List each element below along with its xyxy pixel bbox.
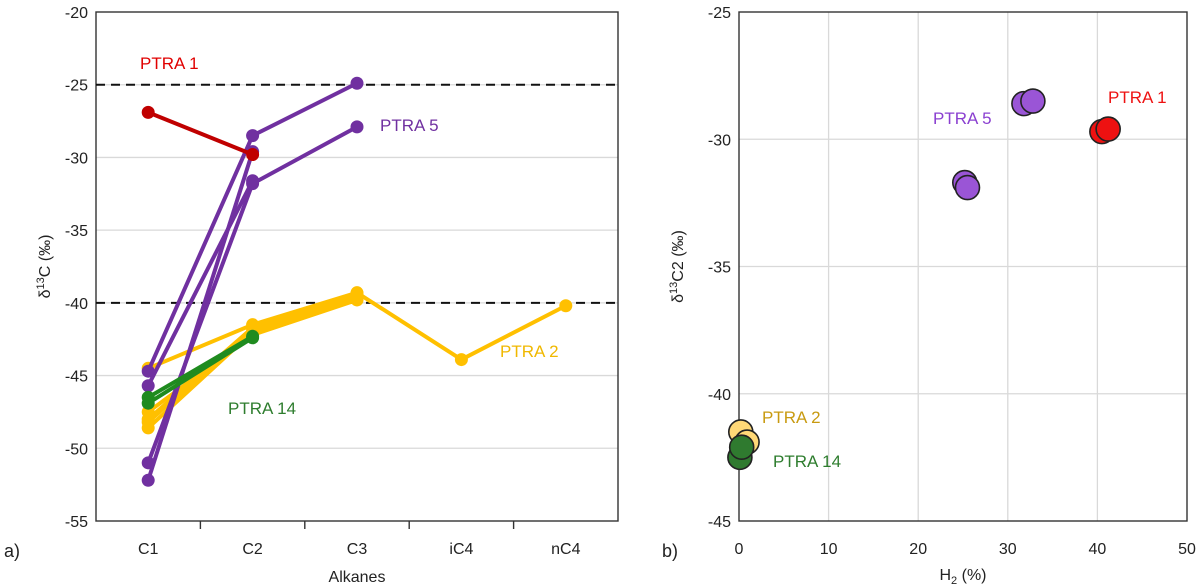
x-axis-label: H2 (%) bbox=[939, 567, 986, 585]
y-tick-label: -25 bbox=[65, 78, 88, 95]
x-tick-label: 50 bbox=[1178, 541, 1196, 558]
y-tick-label: -20 bbox=[65, 5, 88, 22]
plot-frame bbox=[95, 11, 619, 522]
x-tick-label: 30 bbox=[999, 541, 1017, 558]
data-point-ptra-5 bbox=[141, 473, 155, 487]
y-tick-label: -50 bbox=[65, 441, 88, 458]
x-tick-label: 0 bbox=[735, 541, 744, 558]
y-tick-label: -40 bbox=[708, 387, 731, 404]
series-annotation: PTRA 2 bbox=[762, 408, 821, 427]
series-line-ptra-14 bbox=[147, 336, 254, 405]
data-point-ptra-14 bbox=[246, 331, 260, 345]
x-tick-label: iC4 bbox=[449, 541, 473, 558]
series-annotation: PTRA 1 bbox=[1108, 88, 1167, 107]
scatter-point-ptra-5 bbox=[1020, 88, 1046, 114]
panel-label: b) bbox=[662, 541, 678, 561]
series-annotation: PTRA 2 bbox=[500, 342, 559, 361]
x-tick-label: nC4 bbox=[551, 541, 580, 558]
y-tick-label: -35 bbox=[708, 260, 731, 277]
y-tick-label: -30 bbox=[708, 132, 731, 149]
data-point-ptra-2 bbox=[350, 289, 364, 303]
series-line-ptra-5 bbox=[146, 151, 255, 481]
series-annotation: PTRA 14 bbox=[773, 452, 841, 471]
x-tick-label: C2 bbox=[242, 541, 263, 558]
data-point-ptra-2 bbox=[141, 412, 155, 426]
y-tick-label: -55 bbox=[65, 514, 88, 531]
x-tick-label: C3 bbox=[347, 541, 368, 558]
y-tick-label: -35 bbox=[65, 223, 88, 240]
series-annotation: PTRA 5 bbox=[380, 116, 439, 135]
data-point-ptra-5 bbox=[246, 129, 260, 143]
x-tick-label: 20 bbox=[909, 541, 927, 558]
chart-a: -55 -50 -45 -40 -35 -30 -25 -20 C1 C2 C3 iC4 nC4 Alka… bbox=[4, 5, 619, 585]
data-point-ptra-2 bbox=[559, 299, 573, 313]
x-tick-label: 10 bbox=[820, 541, 838, 558]
scatter-point-ptra-1 bbox=[1095, 116, 1121, 142]
y-axis-label: δ13C (‰) bbox=[35, 235, 54, 299]
data-point-ptra-5 bbox=[141, 379, 155, 393]
series-annotation: PTRA 1 bbox=[140, 54, 199, 73]
chart-b: -45 -40 -35 -30 -25 0 10 20 30 40 50 H2 (%) δ13C2 (‰… bbox=[662, 5, 1196, 585]
y-tick-label: -25 bbox=[708, 5, 731, 22]
data-point-ptra-14 bbox=[141, 396, 155, 410]
scatter-point-ptra-14 bbox=[728, 434, 755, 460]
series-annotation: PTRA 5 bbox=[933, 109, 992, 128]
data-point-ptra-1 bbox=[246, 148, 260, 162]
y-axis-label: δ13C2 (‰) bbox=[668, 230, 687, 303]
y-tick-label: -40 bbox=[65, 296, 88, 313]
panel-label: a) bbox=[4, 541, 20, 561]
data-point-ptra-5 bbox=[350, 76, 364, 90]
data-point-ptra-5 bbox=[350, 120, 364, 134]
scatter-point-ptra-5 bbox=[954, 174, 981, 201]
y-tick-label: -45 bbox=[65, 369, 88, 386]
y-tick-label: -45 bbox=[708, 514, 731, 531]
data-point-ptra-1 bbox=[141, 105, 155, 119]
series-annotation: PTRA 14 bbox=[228, 399, 296, 418]
x-axis-label: Alkanes bbox=[329, 569, 386, 585]
plot-frame bbox=[738, 11, 1188, 522]
data-point-ptra-5 bbox=[141, 364, 155, 378]
data-point-ptra-5 bbox=[246, 174, 260, 188]
y-tick-label: -30 bbox=[65, 150, 88, 167]
x-tick-label: 40 bbox=[1089, 541, 1107, 558]
series-line-ptra-1 bbox=[147, 110, 254, 157]
x-tick-label: C1 bbox=[138, 541, 159, 558]
data-point-ptra-2 bbox=[454, 353, 468, 367]
series-line-ptra-5 bbox=[146, 179, 255, 387]
